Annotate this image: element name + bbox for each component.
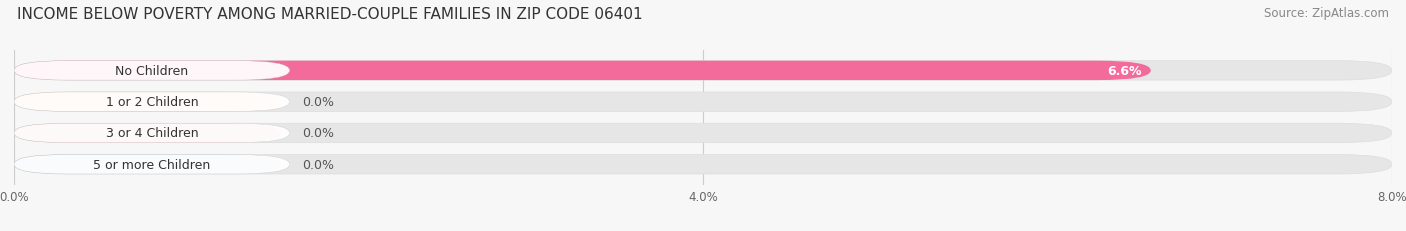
Text: 0.0%: 0.0% <box>302 127 333 140</box>
Text: 3 or 4 Children: 3 or 4 Children <box>105 127 198 140</box>
FancyBboxPatch shape <box>14 93 290 112</box>
FancyBboxPatch shape <box>14 61 1392 81</box>
FancyBboxPatch shape <box>14 124 281 143</box>
Text: 0.0%: 0.0% <box>302 158 333 171</box>
Text: 1 or 2 Children: 1 or 2 Children <box>105 96 198 109</box>
Text: INCOME BELOW POVERTY AMONG MARRIED-COUPLE FAMILIES IN ZIP CODE 06401: INCOME BELOW POVERTY AMONG MARRIED-COUPL… <box>17 7 643 22</box>
Text: 5 or more Children: 5 or more Children <box>93 158 211 171</box>
FancyBboxPatch shape <box>14 155 1392 174</box>
FancyBboxPatch shape <box>14 124 1392 143</box>
FancyBboxPatch shape <box>14 61 1150 81</box>
Text: No Children: No Children <box>115 65 188 78</box>
FancyBboxPatch shape <box>14 124 290 143</box>
Text: 0.0%: 0.0% <box>302 96 333 109</box>
FancyBboxPatch shape <box>14 155 281 174</box>
FancyBboxPatch shape <box>14 93 281 112</box>
Text: 6.6%: 6.6% <box>1108 65 1142 78</box>
FancyBboxPatch shape <box>14 155 290 174</box>
Text: Source: ZipAtlas.com: Source: ZipAtlas.com <box>1264 7 1389 20</box>
FancyBboxPatch shape <box>14 93 1392 112</box>
FancyBboxPatch shape <box>14 61 290 81</box>
